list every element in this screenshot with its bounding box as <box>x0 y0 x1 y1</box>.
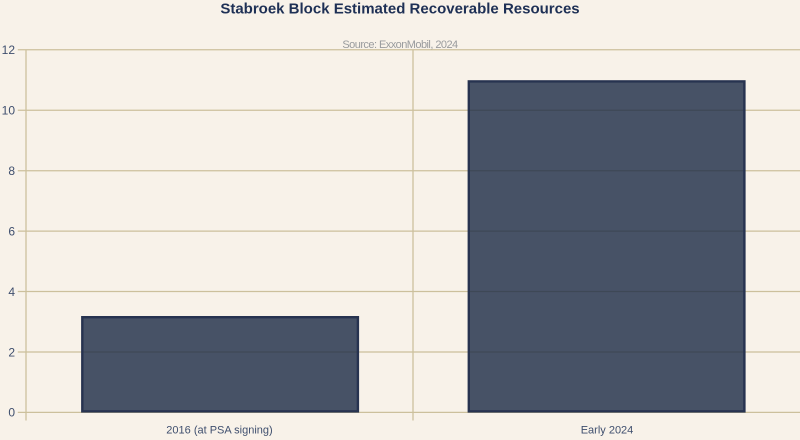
svg-text:Early 2024: Early 2024 <box>581 424 634 436</box>
svg-text:Stabroek Block Estimated Recov: Stabroek Block Estimated Recoverable Res… <box>220 1 579 18</box>
svg-text:10: 10 <box>2 104 16 118</box>
svg-text:4: 4 <box>8 285 15 299</box>
svg-text:0: 0 <box>8 406 15 420</box>
svg-text:12: 12 <box>2 43 16 57</box>
svg-text:Source: ExxonMobil, 2024: Source: ExxonMobil, 2024 <box>342 39 458 51</box>
svg-text:2: 2 <box>8 345 15 359</box>
svg-text:2016 (at PSA signing): 2016 (at PSA signing) <box>166 424 272 436</box>
svg-text:6: 6 <box>8 224 15 238</box>
svg-text:8: 8 <box>8 164 15 178</box>
